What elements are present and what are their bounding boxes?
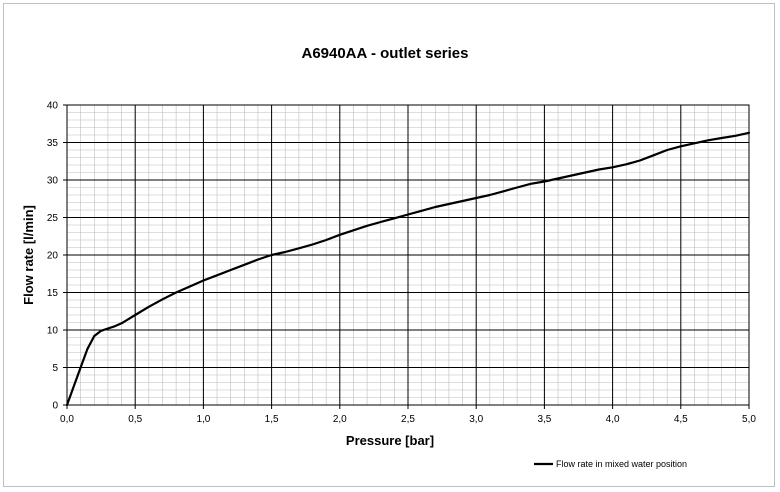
- data-point: [244, 264, 246, 266]
- y-tick-label: 40: [47, 101, 59, 112]
- data-point: [298, 247, 300, 249]
- x-tick-label: 2,0: [333, 414, 347, 425]
- legend-label: Flow rate in mixed water position: [556, 459, 687, 469]
- data-point: [421, 210, 423, 212]
- data-point: [380, 221, 382, 223]
- data-point: [748, 132, 750, 134]
- x-tick-label: 3,0: [469, 414, 483, 425]
- data-point: [694, 142, 696, 144]
- data-point: [585, 172, 587, 174]
- x-axis-title: Pressure [bar]: [346, 433, 434, 448]
- y-tick-label: 5: [52, 363, 58, 374]
- y-tick-label: 25: [47, 213, 59, 224]
- data-point: [612, 166, 614, 168]
- data-point: [230, 269, 232, 271]
- data-point: [189, 286, 191, 288]
- data-point: [434, 206, 436, 208]
- data-point: [571, 175, 573, 177]
- data-point: [639, 160, 641, 162]
- data-point: [107, 328, 109, 330]
- y-tick-label: 0: [52, 401, 58, 412]
- x-tick-label: 4,5: [674, 414, 688, 425]
- data-point: [544, 181, 546, 183]
- data-point: [653, 154, 655, 156]
- data-point: [80, 367, 82, 369]
- data-point: [93, 335, 95, 337]
- y-axis-title: Flow rate [l/min]: [21, 205, 36, 305]
- chart-frame: [3, 3, 775, 487]
- series-layer: [65, 131, 751, 407]
- y-tick-label: 10: [47, 326, 59, 337]
- data-point: [666, 149, 668, 151]
- data-point: [625, 163, 627, 165]
- series-line-flow-rate: [65, 131, 751, 407]
- x-tick-label: 3,5: [537, 414, 551, 425]
- data-point: [353, 229, 355, 231]
- data-point: [339, 234, 341, 236]
- data-point: [503, 190, 505, 192]
- x-tick-label: 2,5: [401, 414, 415, 425]
- y-tick-label: 30: [47, 176, 59, 187]
- data-point: [121, 322, 123, 324]
- data-point: [73, 385, 75, 387]
- data-point: [735, 135, 737, 137]
- data-point: [66, 404, 68, 406]
- data-point: [448, 203, 450, 205]
- x-tick-label: 4,0: [606, 414, 620, 425]
- data-point: [148, 306, 150, 308]
- data-point: [407, 214, 409, 216]
- data-point: [134, 314, 136, 316]
- data-point: [175, 292, 177, 294]
- data-point: [680, 145, 682, 147]
- data-point: [216, 274, 218, 276]
- y-tick-label: 15: [47, 288, 59, 299]
- data-point: [516, 187, 518, 189]
- data-point: [325, 239, 327, 241]
- data-point: [489, 194, 491, 196]
- data-point: [721, 137, 723, 139]
- chart-title: A6940AA - outlet series: [301, 45, 468, 62]
- data-point: [87, 348, 89, 350]
- x-tick-label: 1,5: [265, 414, 279, 425]
- data-point: [394, 217, 396, 219]
- data-point: [462, 200, 464, 202]
- data-point: [162, 298, 164, 300]
- y-tick-label: 35: [47, 138, 59, 149]
- data-point: [312, 244, 314, 246]
- x-axis-ticks: 0,0 0,5 1,0 1,5 2,0 2,5 3,0 3,5 4,0 4,5 5,0: [60, 405, 756, 425]
- data-point: [598, 169, 600, 171]
- x-tick-label: 0,0: [60, 414, 74, 425]
- data-point: [530, 183, 532, 185]
- data-point: [203, 280, 205, 282]
- data-point: [114, 325, 116, 327]
- data-point: [257, 259, 259, 261]
- data-point: [284, 251, 286, 253]
- data-point: [557, 178, 559, 180]
- x-tick-label: 5,0: [742, 414, 756, 425]
- y-tick-label: 20: [47, 251, 59, 262]
- data-point: [100, 330, 102, 332]
- data-point: [366, 225, 368, 227]
- legend: Flow rate in mixed water position: [534, 459, 687, 469]
- y-axis-ticks: 0 5 10 15 20 25 30 35 40: [47, 101, 67, 412]
- x-tick-label: 1,0: [196, 414, 210, 425]
- data-point: [271, 254, 273, 256]
- x-tick-label: 0,5: [128, 414, 142, 425]
- data-point: [707, 139, 709, 141]
- data-point: [475, 197, 477, 199]
